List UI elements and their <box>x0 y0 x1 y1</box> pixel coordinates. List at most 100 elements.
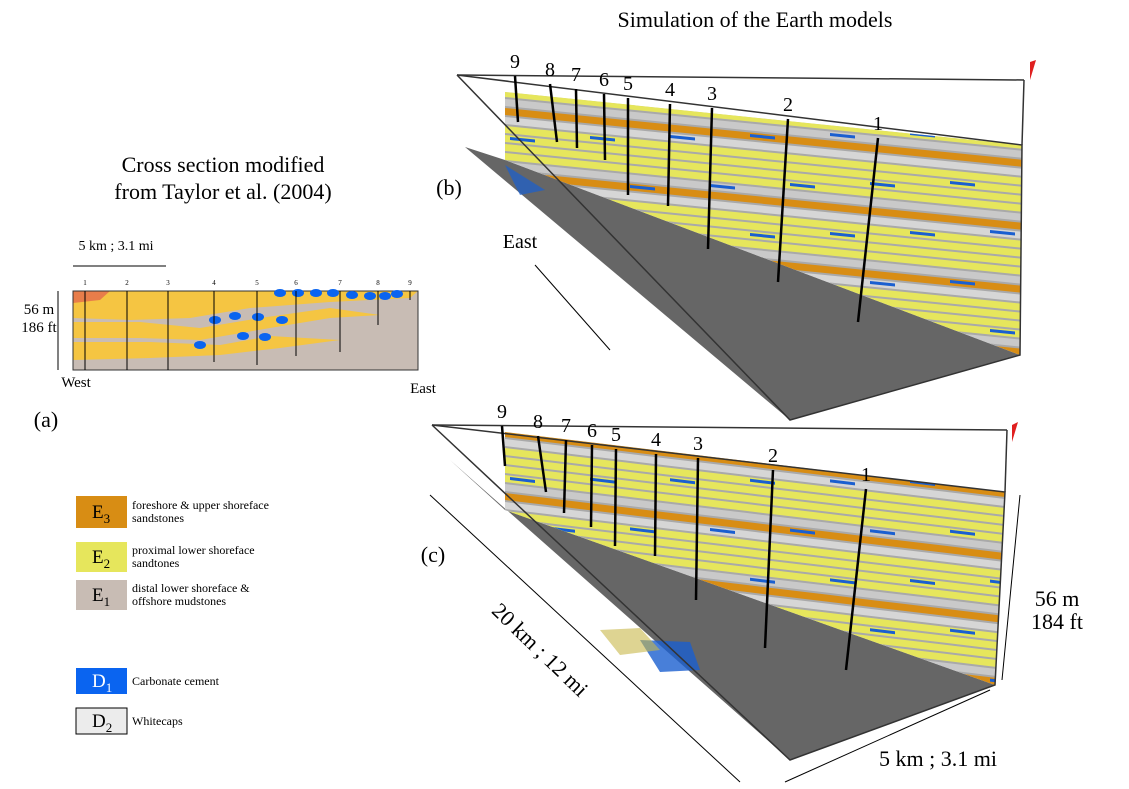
direction-line <box>535 265 610 350</box>
well-label: 5 <box>623 73 633 95</box>
legend-text: Whitecaps <box>132 714 183 728</box>
well <box>591 445 592 527</box>
stripe <box>505 583 545 595</box>
stripe <box>505 556 545 568</box>
cement <box>391 290 403 298</box>
height-label: 56 m <box>24 302 55 318</box>
panel-label: (c) <box>421 542 445 567</box>
symbol: D <box>92 711 106 732</box>
stripe <box>585 287 625 298</box>
stripe <box>505 547 545 559</box>
cross-section <box>73 291 418 370</box>
well-label: 1 <box>861 464 871 486</box>
stripe <box>505 252 545 263</box>
cement <box>194 341 206 349</box>
north-arrow <box>1012 422 1018 442</box>
well-label: 6 <box>294 279 298 287</box>
stripe <box>985 686 1025 698</box>
box-edge <box>1022 80 1024 145</box>
stripe <box>505 216 545 227</box>
stripe <box>505 297 545 308</box>
height-label: 186 ft <box>21 320 57 336</box>
cement <box>292 289 304 297</box>
cement <box>229 312 241 320</box>
well-label: 8 <box>376 279 380 287</box>
well-label: 4 <box>212 279 216 287</box>
well-label: 5 <box>611 424 621 446</box>
legend-text: sandstones <box>132 511 184 525</box>
well-label: 9 <box>497 401 507 423</box>
symbol: D <box>92 671 106 692</box>
north-arrow <box>1030 60 1036 80</box>
stripe <box>585 305 625 316</box>
well-label: 9 <box>510 51 520 73</box>
stripe <box>625 309 665 320</box>
legend-text: proximal lower shoreface <box>132 543 255 557</box>
cement <box>310 289 322 297</box>
cement <box>364 292 376 300</box>
stripe <box>505 261 545 272</box>
well-label: 7 <box>561 415 571 437</box>
well <box>502 426 505 466</box>
west-label: West <box>61 375 91 391</box>
well-label: 3 <box>707 83 717 105</box>
well-label: 4 <box>651 429 661 451</box>
well <box>615 449 616 546</box>
cement <box>252 313 264 321</box>
stripe <box>545 292 585 303</box>
symbol: E <box>92 547 104 568</box>
stripe <box>505 279 545 290</box>
symbol: E <box>92 585 104 606</box>
box-edge <box>1005 430 1007 492</box>
well-label: 7 <box>571 64 581 86</box>
legend-text: distal lower shoreface & <box>132 581 250 595</box>
stripe <box>585 278 625 289</box>
cement <box>327 289 339 297</box>
well <box>576 89 577 148</box>
box-edge <box>457 75 1024 80</box>
height-label: 184 ft <box>1031 609 1083 634</box>
scale-label: 5 km ; 3.1 mi <box>78 239 153 254</box>
well <box>655 454 656 556</box>
stripe <box>550 626 575 632</box>
stripe <box>545 301 585 312</box>
well-label: 2 <box>125 279 129 287</box>
caption: from Taylor et al. (2004) <box>114 179 331 204</box>
panel-label: (a) <box>34 407 58 432</box>
panel-label: (b) <box>436 175 462 200</box>
stripe <box>505 538 545 550</box>
subscript: 3 <box>104 511 111 526</box>
well-label: 6 <box>587 420 597 442</box>
well-label: 4 <box>665 79 675 101</box>
well-label: 9 <box>408 279 412 287</box>
well-label: 6 <box>599 69 609 91</box>
stripe <box>545 615 585 627</box>
well-label: 5 <box>255 279 259 287</box>
length-label: 20 km ; 12 mi <box>487 598 593 702</box>
well-label: 1 <box>873 113 883 135</box>
caption: Cross section modified <box>122 152 325 177</box>
cement <box>274 289 286 297</box>
legend-text: sandtones <box>132 556 180 570</box>
legend-text: Carbonate cement <box>132 674 220 688</box>
figure-title: Simulation of the Earth models <box>618 7 893 32</box>
stripe <box>505 288 545 299</box>
well-label: 8 <box>533 411 543 433</box>
subscript: 1 <box>106 680 113 695</box>
figure: Simulation of the Earth models Cross sec… <box>0 0 1129 789</box>
legend-text: foreshore & upper shoreface <box>132 498 269 512</box>
symbol: E <box>92 502 104 523</box>
cement <box>259 333 271 341</box>
cement <box>346 291 358 299</box>
stripe <box>545 283 585 294</box>
well-label: 3 <box>166 279 170 287</box>
stripe <box>505 574 545 586</box>
cement <box>379 292 391 300</box>
height-label: 56 m <box>1035 586 1080 611</box>
stripe <box>545 256 585 267</box>
stripe <box>585 296 625 307</box>
well-label: 3 <box>693 433 703 455</box>
stripe <box>545 247 585 258</box>
subscript: 2 <box>106 720 113 735</box>
well <box>604 94 605 160</box>
